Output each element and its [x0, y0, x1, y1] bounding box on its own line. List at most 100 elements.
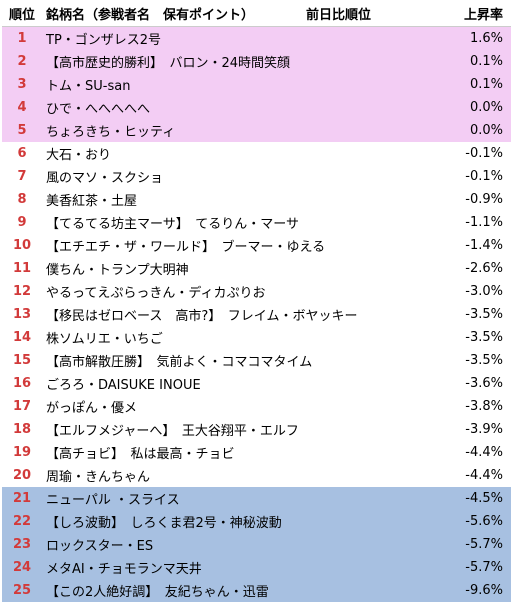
rank-cell: 21 [2, 487, 42, 510]
table-row: 11 僕ちん・トランプ大明神 -2.6% [2, 257, 511, 280]
name-cell: トム・SU-san [42, 73, 442, 96]
header-row: 順位 銘柄名（参戦者名 保有ポイント） 前日比順位 上昇率 [2, 0, 511, 27]
rate-cell: 0.0% [442, 119, 511, 142]
name-cell: 【移民はゼロベース 高市?】 フレイム・ボヤッキー [46, 309, 358, 324]
table-row: 14 株ソムリエ・いちご -3.5% [2, 326, 511, 349]
rank-cell: 19 [12, 445, 32, 460]
rate-cell: 1.6% [442, 26, 511, 50]
rank-cell: 14 [12, 330, 32, 345]
rate-cell: -3.6% [465, 376, 503, 391]
name-cell: 風のマソ・スクショ [46, 171, 164, 186]
name-cell: ちょろきち・ヒッティ [42, 119, 442, 142]
rate-cell: -3.5% [465, 353, 503, 368]
rate-cell: -0.9% [465, 192, 503, 207]
name-cell: 僕ちん・トランプ大明神 [46, 263, 189, 278]
rank-cell: 6 [17, 146, 27, 161]
name-cell: 【高チョビ】 私は最高・チョビ [46, 447, 235, 462]
name-cell: がっぽん・優メ [46, 401, 138, 416]
name-cell: ロックスター・ES [42, 533, 442, 556]
name-cell: 【しろ波動】 しろくま君2号・神秘波動 [42, 510, 442, 533]
table-row: 24 メタAI・チョモランマ天井 -5.7% [2, 556, 511, 579]
rank-cell: 10 [12, 238, 32, 253]
rate-cell: 0.1% [442, 50, 511, 73]
table-row: 12 やるってえぷらっきん・ディカぷりお -3.0% [2, 280, 511, 303]
rate-cell: -3.8% [465, 399, 503, 414]
rate-cell: -4.4% [465, 445, 503, 460]
name-cell: 周瑜・きんちゃん [46, 470, 151, 485]
table-row: 5 ちょろきち・ヒッティ 0.0% [2, 119, 511, 142]
rate-cell: -3.5% [465, 330, 503, 345]
table-row: 6 大石・おり -0.1% [2, 142, 511, 165]
table-row: 16 ごろろ・DAISUKE INOUE -3.6% [2, 372, 511, 395]
rank-cell: 24 [2, 556, 42, 579]
header-cell: 上昇率 [442, 0, 511, 27]
header-cell: 前日比順位 [302, 0, 442, 27]
name-cell: 【この2人絶好調】 友紀ちゃん・迅雷 [42, 579, 442, 602]
rate-cell: -1.1% [465, 215, 503, 230]
name-cell: メタAI・チョモランマ天井 [42, 556, 442, 579]
rank-cell: 5 [2, 119, 42, 142]
rank-cell: 2 [2, 50, 42, 73]
rate-cell: -5.7% [442, 556, 511, 579]
rate-cell: -3.5% [465, 307, 503, 322]
rank-cell: 1 [2, 26, 42, 50]
name-cell: ごろろ・DAISUKE INOUE [46, 378, 201, 393]
name-cell: TP・ゴンザレス2号 [42, 26, 442, 50]
rate-cell: -0.1% [465, 146, 503, 161]
rate-cell: -4.5% [442, 487, 511, 510]
rate-cell: -2.6% [465, 261, 503, 276]
rate-cell: -5.7% [442, 533, 511, 556]
table-row: 22 【しろ波動】 しろくま君2号・神秘波動 -5.6% [2, 510, 511, 533]
name-cell: 【高市解散圧勝】 気前よく・コマコマタイム [46, 355, 313, 370]
rate-cell: -3.0% [465, 284, 503, 299]
rank-cell: 3 [2, 73, 42, 96]
rate-cell: 0.0% [442, 96, 511, 119]
rank-cell: 22 [2, 510, 42, 533]
table-row: 18 【エルフメジャーへ】 王大谷翔平・エルフ -3.9% [2, 418, 511, 441]
table-row: 2 【高市歴史的勝利】 バロン・24時間笑顔 0.1% [2, 50, 511, 73]
table-row: 1 TP・ゴンザレス2号 1.6% [2, 26, 511, 50]
header-cell: 銘柄名（参戦者名 保有ポイント） [42, 0, 302, 27]
rank-cell: 18 [12, 422, 32, 437]
table-row: 10 【エチエチ・ザ・ワールド】 ブーマー・ゆえる -1.4% [2, 234, 511, 257]
table-row: 23 ロックスター・ES -5.7% [2, 533, 511, 556]
table-row: 7 風のマソ・スクショ -0.1% [2, 165, 511, 188]
rank-cell: 25 [2, 579, 42, 602]
rank-cell: 20 [12, 468, 32, 483]
rank-cell: 16 [12, 376, 32, 391]
rank-cell: 17 [12, 399, 32, 414]
rate-cell: -3.9% [465, 422, 503, 437]
name-cell: 【エルフメジャーへ】 王大谷翔平・エルフ [46, 424, 299, 439]
header-cell: 順位 [2, 0, 42, 27]
rank-cell: 7 [17, 169, 27, 184]
table-row: 21 ニューパル ・スライス -4.5% [2, 487, 511, 510]
rate-cell: -5.6% [442, 510, 511, 533]
table-row: 8 美香紅茶・土屋 -0.9% [2, 188, 511, 211]
name-cell: 【てるてる坊主マーサ】 てるりん・マーサ [46, 217, 299, 232]
name-cell: 【高市歴史的勝利】 バロン・24時間笑顔 [42, 50, 442, 73]
table-row: 3 トム・SU-san 0.1% [2, 73, 511, 96]
table-row: 9 【てるてる坊主マーサ】 てるりん・マーサ -1.1% [2, 211, 511, 234]
rank-cell: 4 [2, 96, 42, 119]
name-cell: やるってえぷらっきん・ディカぷりお [46, 286, 266, 301]
name-cell: ひで・へへへへへ [42, 96, 442, 119]
table-row: 4 ひで・へへへへへ 0.0% [2, 96, 511, 119]
rate-cell: -4.4% [465, 468, 503, 483]
rate-cell: -1.4% [465, 238, 503, 253]
table-row: 19 【高チョビ】 私は最高・チョビ -4.4% [2, 441, 511, 464]
table-row: 25 【この2人絶好調】 友紀ちゃん・迅雷 -9.6% [2, 579, 511, 602]
rate-cell: -0.1% [465, 169, 503, 184]
table-body: 1 TP・ゴンザレス2号 1.6% 2 【高市歴史的勝利】 バロン・24時間笑顔 0.1%… [2, 26, 511, 602]
table-row: 13 【移民はゼロベース 高市?】 フレイム・ボヤッキー -3.5% [2, 303, 511, 326]
table-row: 17 がっぽん・優メ -3.8% [2, 395, 511, 418]
rank-cell: 13 [12, 307, 32, 322]
name-cell: 美香紅茶・土屋 [46, 194, 138, 209]
rate-cell: -9.6% [442, 579, 511, 602]
rank-cell: 11 [12, 261, 32, 276]
table-row: 15 【高市解散圧勝】 気前よく・コマコマタイム -3.5% [2, 349, 511, 372]
rank-cell: 12 [12, 284, 32, 299]
rank-cell: 8 [17, 192, 27, 207]
name-cell: 大石・おり [46, 148, 112, 163]
